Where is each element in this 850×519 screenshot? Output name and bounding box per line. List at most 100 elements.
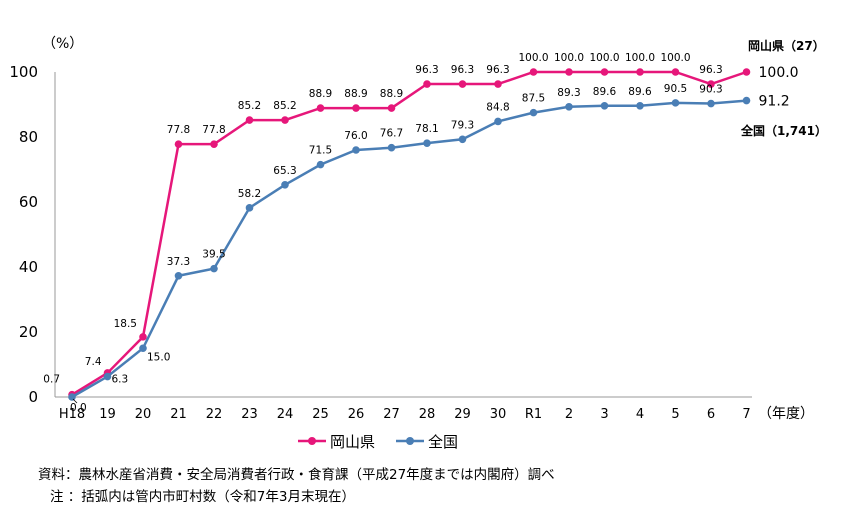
x-tick-label: 7 — [742, 407, 750, 422]
leader-line — [72, 398, 78, 404]
data-point-okayama — [600, 68, 609, 76]
data-label-national: 15.0 — [147, 351, 170, 363]
data-label-okayama: 18.5 — [114, 318, 137, 330]
data-label-okayama: 77.8 — [167, 124, 190, 136]
x-tick-label: 29 — [454, 407, 471, 422]
data-point-national — [174, 271, 183, 280]
x-tick-label: 30 — [490, 407, 507, 422]
data-label-okayama: 100.0 — [589, 52, 619, 64]
data-point-okayama — [707, 80, 715, 88]
data-label-national: 84.8 — [486, 101, 509, 113]
data-label-okayama: 77.8 — [202, 124, 225, 136]
x-tick-label: 21 — [170, 407, 187, 422]
data-label-okayama: 96.3 — [415, 64, 438, 76]
data-point-okayama — [387, 104, 396, 112]
data-point-national — [423, 139, 431, 147]
y-tick-label: 40 — [19, 258, 38, 276]
data-label-national: 89.3 — [557, 87, 580, 99]
data-label-okayama: 85.2 — [238, 100, 261, 112]
y-tick-label: 0 — [28, 388, 38, 406]
data-point-okayama — [742, 68, 751, 76]
x-tick-label: 26 — [348, 407, 365, 422]
data-label-okayama: 96.3 — [451, 64, 474, 76]
series-end-name-okayama: 岡山県（27） — [748, 38, 825, 53]
x-tick-label: 28 — [419, 407, 436, 422]
data-point-okayama — [423, 80, 431, 88]
data-point-okayama — [352, 104, 360, 112]
data-label-national: 37.3 — [167, 256, 190, 268]
x-tick-label: 20 — [135, 407, 152, 422]
data-label-national: 78.1 — [415, 123, 438, 135]
data-point-national — [494, 117, 502, 126]
y-tick-label: 80 — [19, 128, 38, 146]
data-point-national — [352, 146, 360, 154]
legend-marker-national — [406, 437, 414, 445]
data-label-national: 79.3 — [451, 119, 474, 131]
data-label-national: 6.3 — [112, 374, 129, 386]
y-unit-label: （%） — [42, 36, 83, 52]
x-tick-label: 22 — [206, 407, 223, 422]
data-point-okayama — [671, 68, 680, 76]
x-unit-label: （年度） — [758, 406, 814, 422]
data-label-national: 65.3 — [273, 165, 296, 177]
data-label-okayama: 85.2 — [273, 100, 296, 112]
data-label-national: 89.6 — [593, 86, 617, 98]
data-label-okayama: 100.0 — [518, 52, 548, 64]
y-tick-label: 60 — [19, 193, 38, 211]
data-label-okayama: 100.0 — [660, 52, 690, 64]
data-label-national: 87.5 — [522, 93, 545, 105]
x-tick-label: 25 — [312, 407, 329, 422]
data-label-national: 39.5 — [202, 249, 225, 261]
legend-label-okayama: 岡山県 — [330, 433, 375, 451]
data-point-national — [742, 96, 751, 105]
data-point-okayama — [458, 80, 467, 88]
data-label-national: 90.3 — [699, 84, 722, 96]
data-point-okayama — [316, 104, 325, 112]
x-tick-label: 3 — [600, 407, 608, 422]
data-label-okayama: 88.9 — [344, 88, 367, 100]
data-label-okayama: 100.0 — [554, 52, 584, 64]
data-point-national — [565, 102, 573, 111]
x-tick-label: H18 — [59, 407, 85, 422]
data-label-national: 76.7 — [380, 128, 403, 140]
data-label-okayama: 96.3 — [699, 64, 722, 76]
x-tick-label: 27 — [383, 407, 400, 422]
data-label-national: 0.0 — [70, 402, 87, 414]
data-label-national: 90.5 — [664, 83, 687, 95]
footnote: 注 ：括弧内は管内市町村数（令和7年3月末現在） — [50, 489, 355, 505]
legend-label-national: 全国 — [428, 433, 458, 451]
series-line-okayama — [71, 70, 747, 396]
series-end-name-national: 全国（1,741） — [740, 123, 827, 138]
data-label-okayama: 100.0 — [759, 65, 799, 81]
data-point-okayama — [529, 68, 538, 76]
x-tick-label: 23 — [241, 407, 258, 422]
data-label-national: 71.5 — [309, 145, 332, 157]
data-point-national — [636, 102, 644, 110]
data-label-okayama: 96.3 — [486, 64, 509, 76]
data-point-okayama — [139, 333, 147, 341]
source-note: 資料：農林水産省消費・安全局消費者行政・食育課（平成27年度までは内閣府）調べ — [38, 467, 555, 483]
data-point-okayama — [174, 140, 183, 148]
data-point-okayama — [494, 80, 502, 88]
x-tick-label: R1 — [525, 407, 542, 422]
legend: 岡山県 全国 — [298, 433, 458, 451]
x-tick-label: 5 — [671, 407, 679, 422]
data-point-national — [68, 393, 76, 401]
x-tick-label: 6 — [707, 407, 715, 422]
data-point-national — [707, 99, 715, 108]
data-label-national: 58.2 — [238, 188, 261, 200]
legend-marker-okayama — [308, 437, 316, 445]
data-label-national: 89.6 — [628, 86, 652, 98]
data-point-national — [316, 160, 325, 169]
data-point-national — [103, 372, 112, 381]
data-point-national — [281, 180, 289, 189]
y-tick-label: 100 — [9, 63, 38, 81]
data-label-okayama: 88.9 — [380, 88, 403, 100]
data-point-okayama — [210, 140, 218, 148]
data-point-national — [245, 204, 254, 212]
data-label-okayama: 88.9 — [309, 88, 332, 100]
data-point-national — [671, 99, 680, 107]
data-point-okayama — [281, 116, 289, 124]
series-line-national — [71, 99, 747, 399]
